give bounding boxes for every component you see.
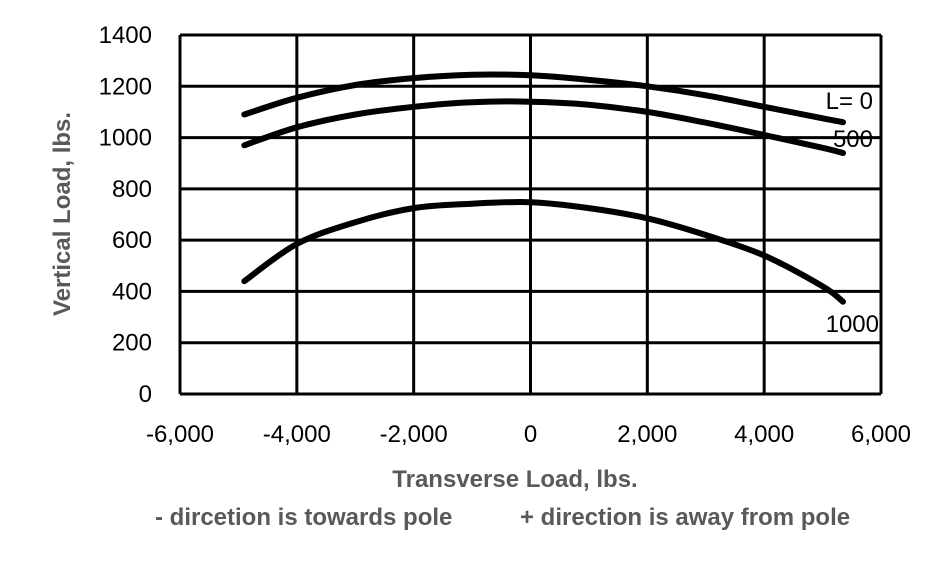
x-tick-label: 2,000 [617,421,677,448]
y-tick-label: 0 [139,381,152,408]
y-tick-label: 400 [112,278,152,305]
series-lines [241,71,846,305]
y-tick-label: 1000 [99,125,152,152]
y-axis-tick-labels: 0 200 400 600 800 1000 1200 1400 [99,22,152,408]
y-tick-label: 600 [112,227,152,254]
y-tick-label: 1200 [99,73,152,100]
y-tick-label: 200 [112,330,152,357]
series-line-1 [241,71,846,126]
x-tick-label: -6,000 [146,421,214,448]
x-tick-label: -2,000 [380,421,448,448]
y-tick-label: 1400 [99,22,152,49]
y-tick-label: 800 [112,176,152,203]
x-tick-label: 0 [524,421,537,448]
grid-lines [178,33,883,396]
x-axis-tick-labels: -6,000 -4,000 -2,000 0 2,000 4,000 6,000 [146,421,911,448]
x-tick-label: 4,000 [734,421,794,448]
series-label-3: 1000 [826,311,879,338]
annotation-away-from-pole: + direction is away from pole [520,504,850,531]
series-line-2 [241,98,846,156]
series-labels: L= 0 500 1000 [826,88,879,338]
x-tick-label: 6,000 [851,421,911,448]
series-line-3 [241,198,846,305]
x-axis-title: Transverse Load, lbs. [392,466,637,493]
y-axis-title: Vertical Load, lbs. [49,112,76,316]
series-label-2: 500 [833,126,873,153]
x-tick-label: -4,000 [263,421,331,448]
series-label-1: L= 0 [826,88,873,115]
annotation-towards-pole: - dircetion is towards pole [155,504,452,531]
